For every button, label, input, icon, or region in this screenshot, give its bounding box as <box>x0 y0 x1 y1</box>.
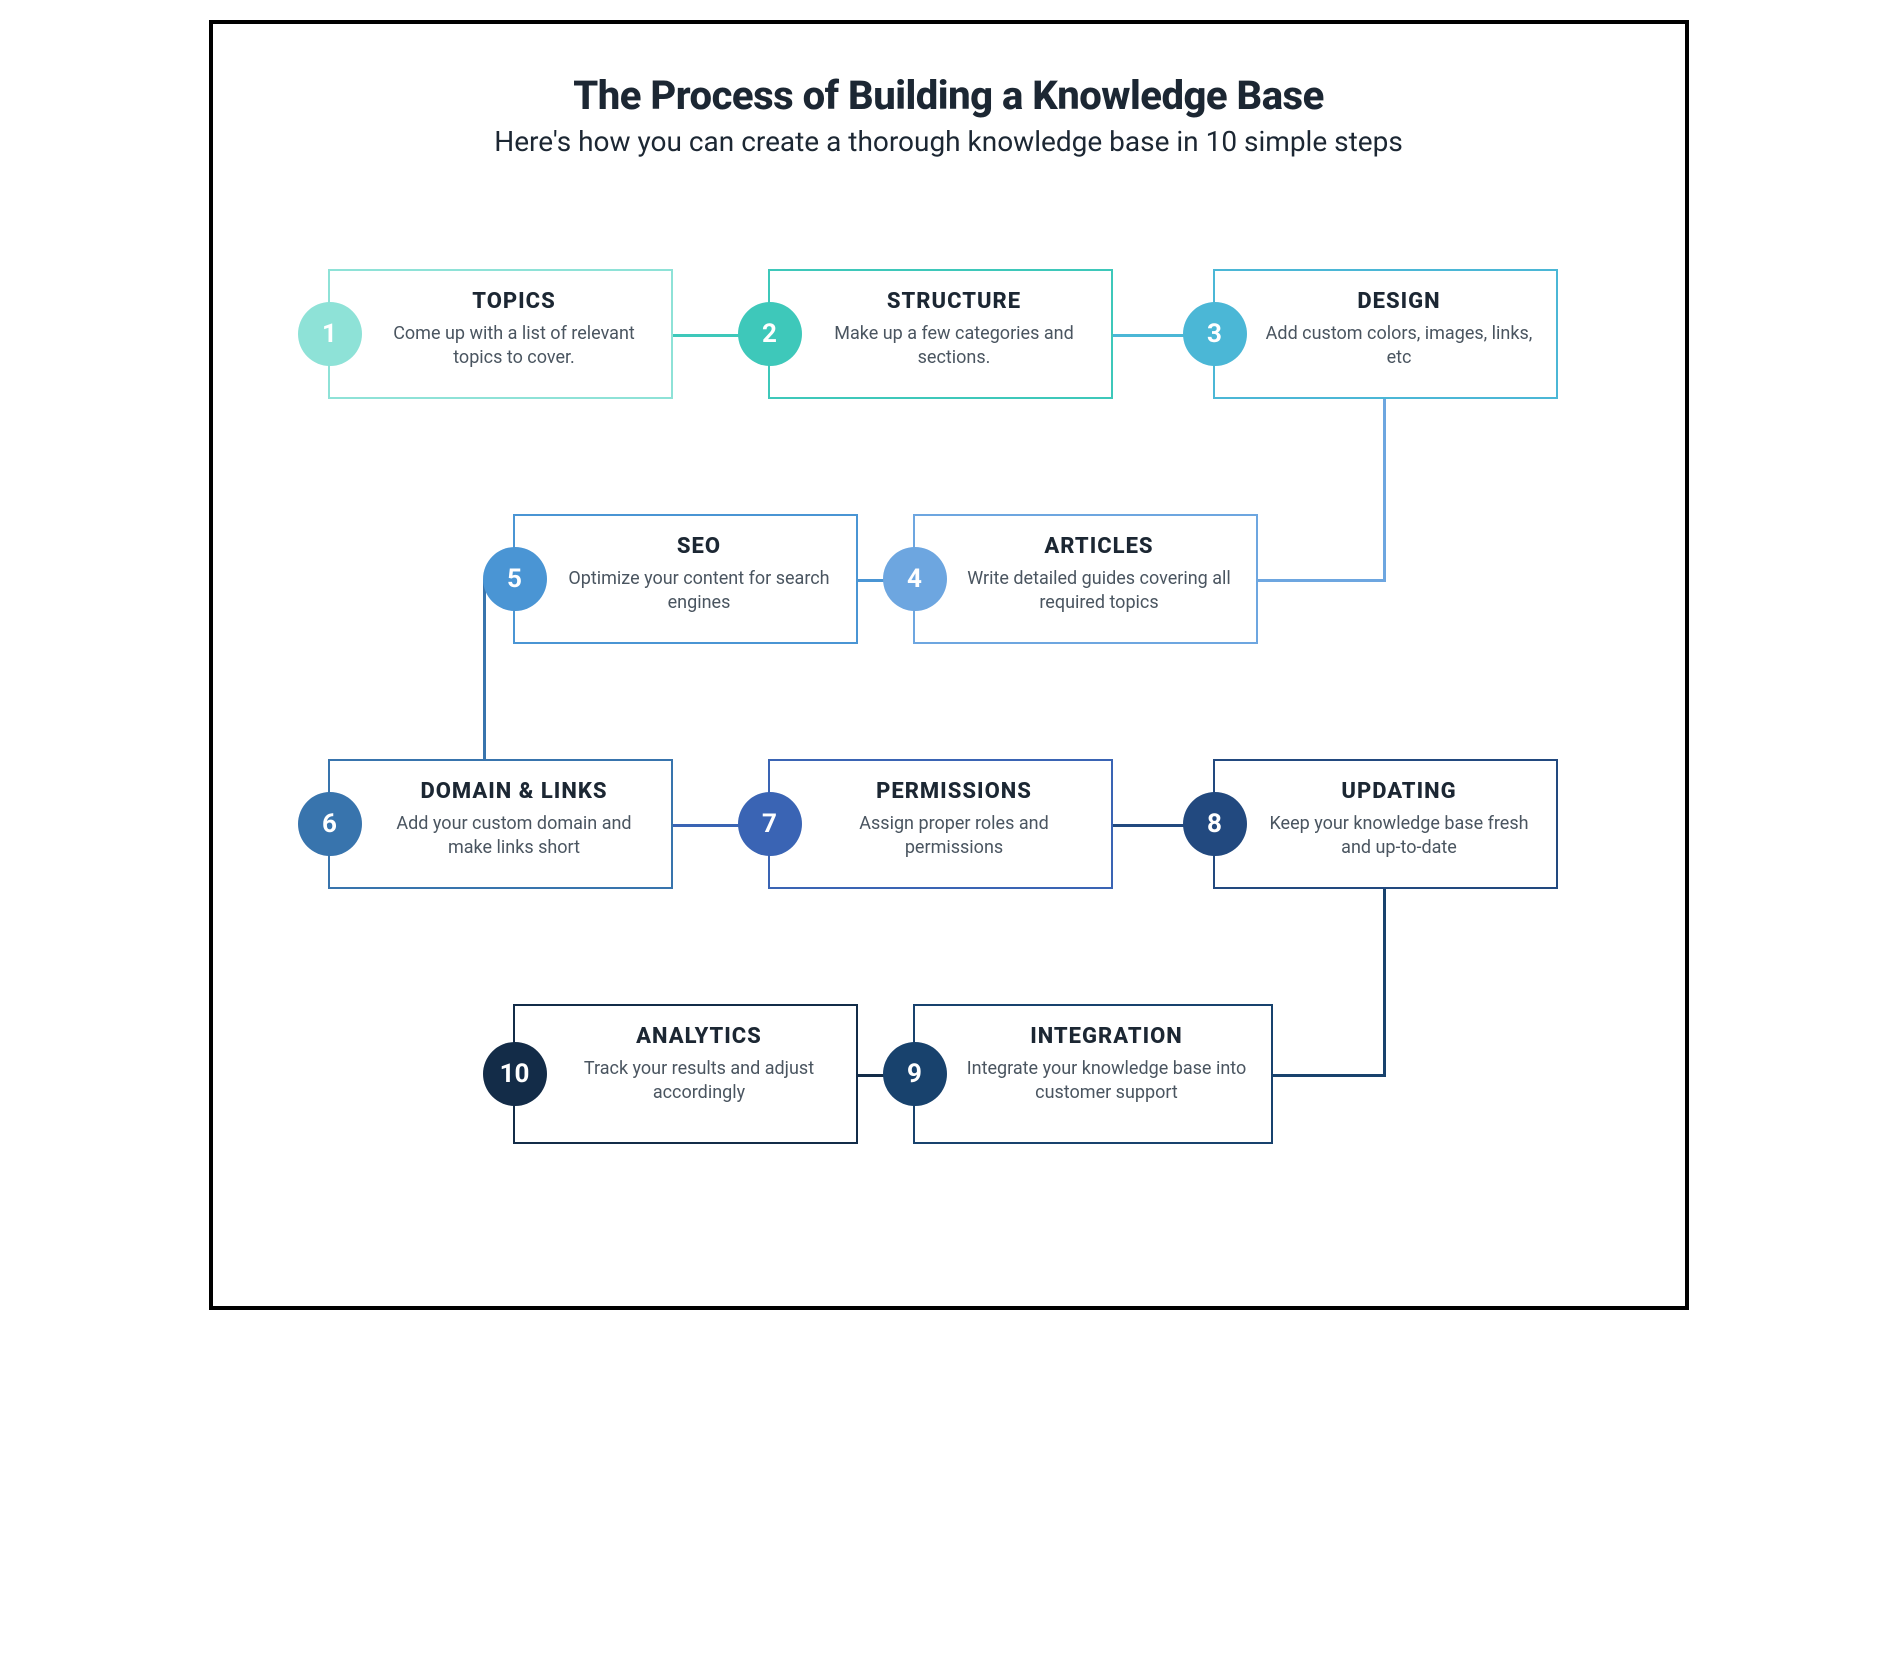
flowchart-canvas: 1 TOPICS Come up with a list of relevant t… <box>213 24 1685 1306</box>
step-description: Make up a few categories and sections. <box>818 322 1091 371</box>
step-title: UPDATING <box>1263 779 1536 804</box>
step-title: INTEGRATION <box>963 1024 1251 1049</box>
step-box-9: 9INTEGRATIONIntegrate your knowledge bas… <box>913 1004 1273 1144</box>
step-title: PERMISSIONS <box>818 779 1091 804</box>
step-description: Add custom colors, images, links, etc <box>1263 322 1536 371</box>
step-number-badge: 8 <box>1183 792 1247 856</box>
step-number-badge: 7 <box>738 792 802 856</box>
connector <box>1383 889 1386 1074</box>
step-box-2: 2STRUCTUREMake up a few categories and s… <box>768 269 1113 399</box>
step-title: ARTICLES <box>963 534 1236 559</box>
step-title: DESIGN <box>1263 289 1536 314</box>
step-description: Track your results and adjust accordingl… <box>563 1057 836 1106</box>
step-number-badge: 9 <box>883 1042 947 1106</box>
step-number-badge: 4 <box>883 547 947 611</box>
step-box-1: 1TOPICSCome up with a list of relevant t… <box>328 269 673 399</box>
step-title: TOPICS <box>378 289 651 314</box>
step-title: SEO <box>563 534 836 559</box>
step-number-badge: 10 <box>483 1042 547 1106</box>
step-title: DOMAIN & LINKS <box>378 779 651 804</box>
step-title: ANALYTICS <box>563 1024 836 1049</box>
step-description: Integrate your knowledge base into custo… <box>963 1057 1251 1106</box>
diagram-frame: The Process of Building a Knowledge Base… <box>209 20 1689 1310</box>
step-number-badge: 1 <box>298 302 362 366</box>
step-box-6: 6DOMAIN & LINKSAdd your custom domain an… <box>328 759 673 889</box>
step-box-8: 8UPDATINGKeep your knowledge base fresh … <box>1213 759 1558 889</box>
step-box-10: 10ANALYTICSTrack your results and adjust… <box>513 1004 858 1144</box>
step-description: Write detailed guides covering all requi… <box>963 567 1236 616</box>
step-number-badge: 5 <box>483 547 547 611</box>
step-number-badge: 3 <box>1183 302 1247 366</box>
connector <box>1258 579 1386 582</box>
step-box-5: 5SEOOptimize your content for search eng… <box>513 514 858 644</box>
step-description: Add your custom domain and make links sh… <box>378 812 651 861</box>
step-description: Optimize your content for search engines <box>563 567 836 616</box>
step-box-7: 7PERMISSIONSAssign proper roles and perm… <box>768 759 1113 889</box>
step-box-3: 3DESIGNAdd custom colors, images, links,… <box>1213 269 1558 399</box>
step-description: Come up with a list of relevant topics t… <box>378 322 651 371</box>
step-number-badge: 6 <box>298 792 362 856</box>
connector <box>1383 399 1386 579</box>
step-box-4: 4ARTICLESWrite detailed guides covering … <box>913 514 1258 644</box>
step-description: Assign proper roles and permissions <box>818 812 1091 861</box>
step-title: STRUCTURE <box>818 289 1091 314</box>
step-number-badge: 2 <box>738 302 802 366</box>
step-description: Keep your knowledge base fresh and up-to… <box>1263 812 1536 861</box>
connector <box>1273 1074 1386 1077</box>
